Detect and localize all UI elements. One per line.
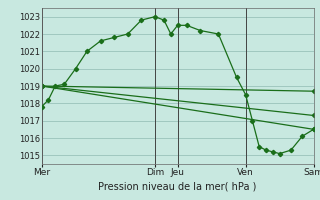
X-axis label: Pression niveau de la mer( hPa ): Pression niveau de la mer( hPa )	[99, 181, 257, 191]
